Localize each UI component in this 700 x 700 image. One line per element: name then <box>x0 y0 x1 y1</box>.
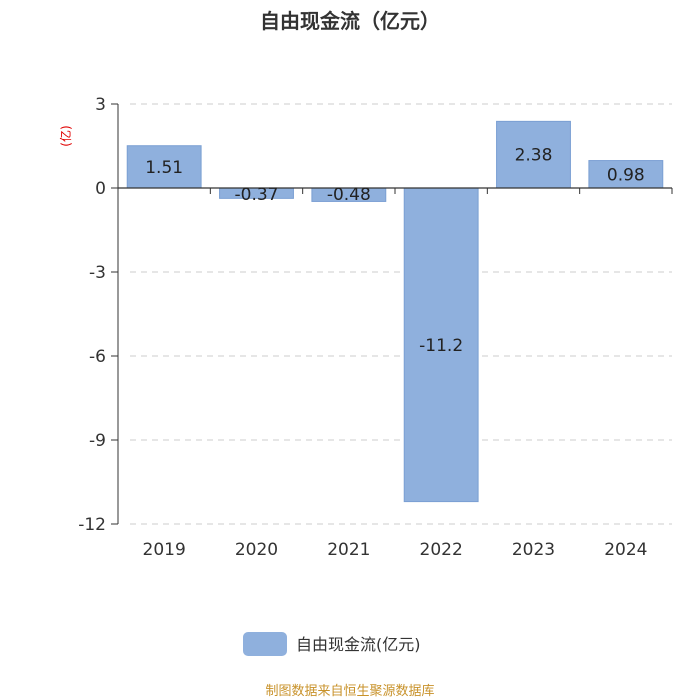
x-tick-label-2024: 2024 <box>604 540 647 560</box>
data-label-2019: 1.51 <box>145 158 183 178</box>
bar-2023 <box>496 120 571 189</box>
x-tick-label-2023: 2023 <box>512 540 555 560</box>
x-tick-label-2019: 2019 <box>143 540 186 560</box>
bar-2024 <box>588 160 664 189</box>
legend-label[interactable]: 自由现金流(亿元) <box>296 635 421 654</box>
data-labels: 1.51 -0.37 -0.48 -11.2 2.38 0.98 <box>145 146 645 356</box>
y-tick-label: -3 <box>89 263 106 283</box>
x-tick-label-2021: 2021 <box>327 540 370 560</box>
y-tick-label: -12 <box>78 515 106 535</box>
bars <box>126 120 664 503</box>
grid-lines <box>130 103 672 525</box>
data-label-2023: 2.38 <box>515 146 553 166</box>
y-tick-label: -9 <box>89 431 106 451</box>
data-label-2021: -0.48 <box>327 185 371 205</box>
x-tick-label-2022: 2022 <box>420 540 463 560</box>
y-tick-label: 3 <box>95 95 106 115</box>
bar-2019 <box>126 145 202 189</box>
data-label-2020: -0.37 <box>235 185 279 205</box>
x-tick-label-2020: 2020 <box>235 540 278 560</box>
y-tick-label: 0 <box>95 179 106 199</box>
data-label-2022: -11.2 <box>419 336 463 356</box>
bar-2022 <box>403 187 479 503</box>
legend-swatch[interactable] <box>243 632 287 656</box>
y-axis: 3 0 -3 -6 -9 -12 <box>78 95 119 535</box>
y-axis-unit-label: (亿) <box>58 125 73 146</box>
data-label-2024: 0.98 <box>607 165 645 185</box>
y-tick-label: -6 <box>89 347 106 367</box>
legend[interactable]: 自由现金流(亿元) <box>243 632 421 656</box>
chart-title: 自由现金流（亿元） <box>260 9 440 33</box>
x-axis: 2019 2020 2021 2022 2023 2024 <box>117 187 673 560</box>
data-source-label: 制图数据来自恒生聚源数据库 <box>265 683 434 699</box>
